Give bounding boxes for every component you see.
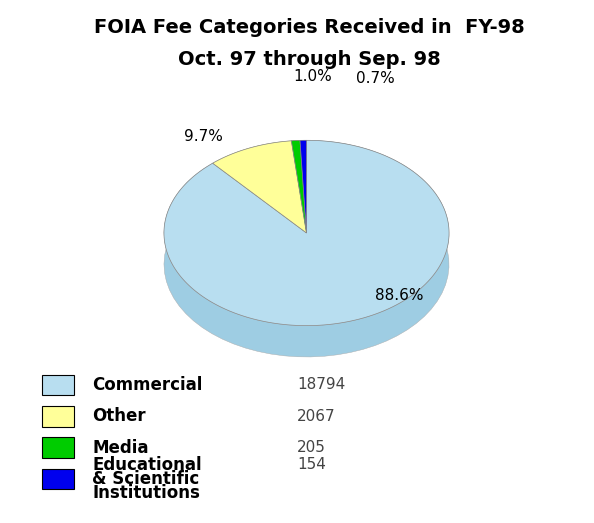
Polygon shape <box>292 141 307 264</box>
Polygon shape <box>300 140 307 264</box>
Polygon shape <box>164 140 449 326</box>
Polygon shape <box>292 141 307 264</box>
FancyBboxPatch shape <box>42 469 74 490</box>
Text: Media: Media <box>92 439 148 457</box>
Polygon shape <box>213 163 307 264</box>
Text: & Scientific: & Scientific <box>92 470 200 488</box>
FancyBboxPatch shape <box>42 374 74 395</box>
Polygon shape <box>213 141 307 233</box>
FancyBboxPatch shape <box>42 437 74 458</box>
Text: FOIA Fee Categories Received in  FY-98: FOIA Fee Categories Received in FY-98 <box>93 18 525 37</box>
Polygon shape <box>300 140 307 233</box>
FancyBboxPatch shape <box>42 406 74 427</box>
Text: Oct. 97 through Sep. 98: Oct. 97 through Sep. 98 <box>178 50 440 69</box>
Text: Institutions: Institutions <box>92 484 200 502</box>
Polygon shape <box>213 141 292 195</box>
Polygon shape <box>292 140 300 172</box>
Polygon shape <box>300 140 307 172</box>
Text: 18794: 18794 <box>297 378 345 392</box>
Text: 0.7%: 0.7% <box>356 72 394 86</box>
Text: Commercial: Commercial <box>92 376 203 394</box>
Text: 2067: 2067 <box>297 409 336 424</box>
Text: 9.7%: 9.7% <box>184 129 223 143</box>
Polygon shape <box>300 140 307 264</box>
Polygon shape <box>164 140 449 357</box>
Text: 88.6%: 88.6% <box>375 288 424 303</box>
Text: Educational: Educational <box>92 456 202 474</box>
Polygon shape <box>292 140 307 233</box>
Polygon shape <box>213 163 307 264</box>
Text: 154: 154 <box>297 458 326 472</box>
Text: 205: 205 <box>297 440 326 455</box>
Text: Other: Other <box>92 407 146 425</box>
Text: 1.0%: 1.0% <box>293 69 331 84</box>
